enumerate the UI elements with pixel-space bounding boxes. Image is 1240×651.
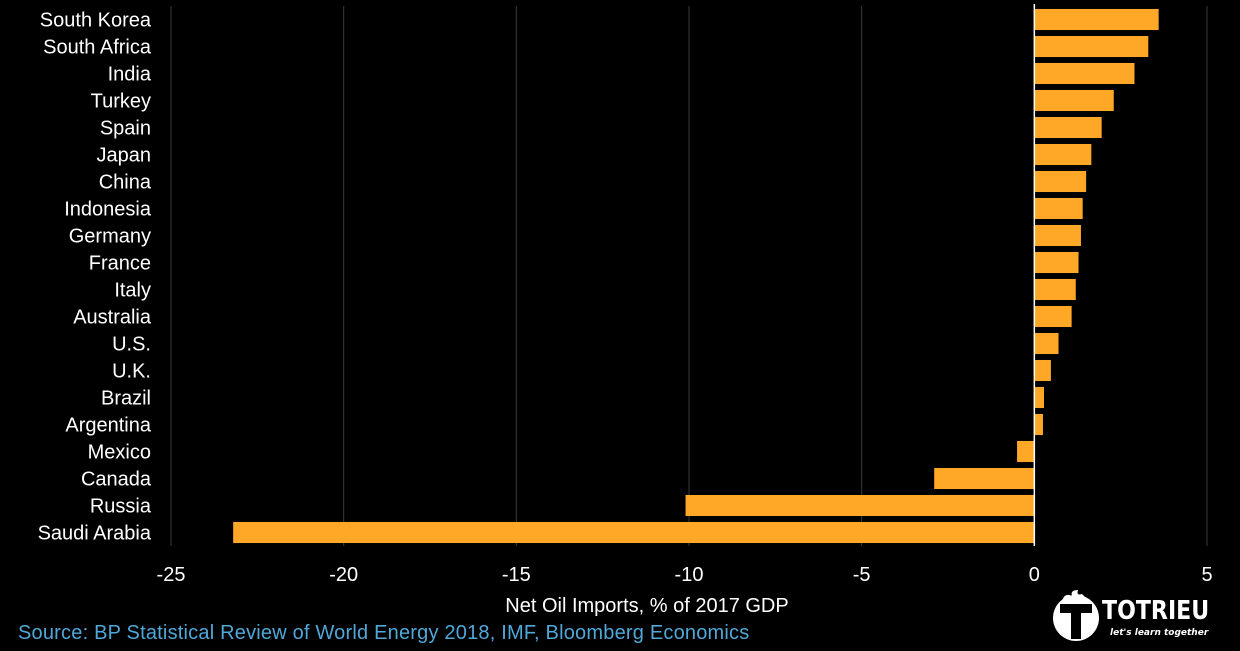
bar: [1034, 62, 1135, 85]
logo-wordmark: TOTRIEU: [1102, 596, 1210, 626]
bar: [1034, 332, 1059, 355]
source-note: Source: BP Statistical Review of World E…: [18, 622, 750, 644]
category-label: Japan: [97, 145, 152, 167]
bar: [1034, 8, 1159, 31]
totrieu-logo: TOTRIEU let's learn together: [1052, 588, 1212, 644]
category-label: South Korea: [40, 10, 152, 32]
category-label: Australia: [73, 307, 152, 329]
category-labels: South Korea South Africa India Turkey Spain J…: [38, 10, 152, 545]
x-tick-label: -10: [675, 564, 704, 586]
x-tick-label: -20: [329, 564, 358, 586]
category-label: France: [89, 253, 151, 275]
bar: [1034, 170, 1087, 193]
bar: [1034, 278, 1076, 301]
torch-t-icon: [1053, 590, 1099, 641]
bar: [1034, 386, 1045, 409]
bar: [1034, 305, 1072, 328]
bar: [1034, 359, 1051, 382]
bar: [1017, 440, 1035, 463]
category-label: Russia: [90, 496, 152, 518]
x-axis-title: Net Oil Imports, % of 2017 GDP: [505, 595, 788, 617]
category-label: Saudi Arabia: [38, 523, 152, 545]
bar: [1034, 251, 1079, 274]
bar: [1034, 89, 1114, 112]
grid-lines: [170, 6, 1208, 546]
bar: [1034, 224, 1081, 247]
category-label: Spain: [100, 118, 151, 140]
category-label: South Africa: [43, 37, 152, 59]
category-label: U.K.: [112, 361, 151, 383]
bar: [1034, 35, 1149, 58]
category-label: Canada: [81, 469, 152, 491]
category-label: Argentina: [65, 415, 151, 437]
bar: [934, 467, 1035, 490]
bar-chart: South Korea South Africa India Turkey Spain J…: [38, 4, 1213, 617]
bar: [1034, 197, 1083, 220]
x-tick-labels: -25 -20 -15 -10 -5 0 5: [157, 564, 1213, 586]
category-label: Germany: [69, 226, 151, 248]
logo-tagline: let's learn together: [1110, 628, 1209, 638]
x-tick-label: -5: [853, 564, 871, 586]
bar: [1034, 413, 1043, 436]
category-label: Mexico: [88, 442, 151, 464]
bars: [233, 4, 1159, 546]
x-tick-label: 5: [1201, 564, 1212, 586]
bar: [685, 494, 1035, 517]
category-label: China: [99, 172, 152, 194]
bar: [1034, 116, 1102, 139]
category-label: Italy: [114, 280, 151, 302]
category-label: U.S.: [112, 334, 151, 356]
category-label: Indonesia: [64, 199, 152, 221]
bar: [1034, 143, 1092, 166]
category-label: Turkey: [91, 91, 151, 113]
x-tick-label: 0: [1029, 564, 1040, 586]
x-tick-label: -15: [502, 564, 531, 586]
x-tick-label: -25: [157, 564, 186, 586]
bar: [233, 521, 1035, 544]
category-label: India: [108, 64, 152, 86]
category-label: Brazil: [101, 388, 151, 410]
